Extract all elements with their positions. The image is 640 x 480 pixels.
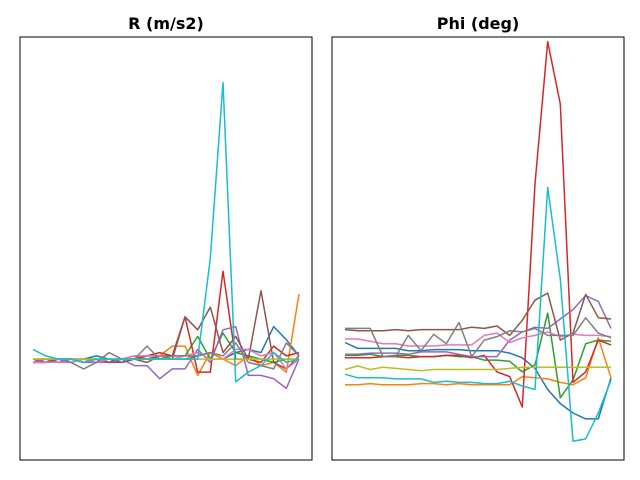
axes-r-frame — [19, 36, 313, 461]
chart-title-phi: Phi (deg) — [437, 14, 520, 33]
series-line-0-9 — [32, 81, 300, 383]
series-group-r — [32, 81, 300, 390]
series-group-phi — [344, 40, 612, 442]
series-line-1-7 — [345, 317, 612, 358]
series-line-1-9 — [344, 186, 612, 442]
series-line-1-4 — [345, 294, 612, 358]
axes-phi-background — [332, 37, 624, 460]
axes-phi-frame — [331, 36, 625, 461]
series-line-1-1 — [345, 337, 612, 386]
subplot-r: R (m/s2) — [19, 14, 313, 461]
series-line-0-7 — [33, 342, 300, 370]
series-line-1-0 — [344, 341, 612, 420]
axes-r-background — [20, 37, 312, 460]
subplot-phi: Phi (deg) — [331, 14, 625, 461]
series-line-1-5 — [344, 292, 612, 341]
chart-title-r: R (m/s2) — [128, 14, 204, 33]
